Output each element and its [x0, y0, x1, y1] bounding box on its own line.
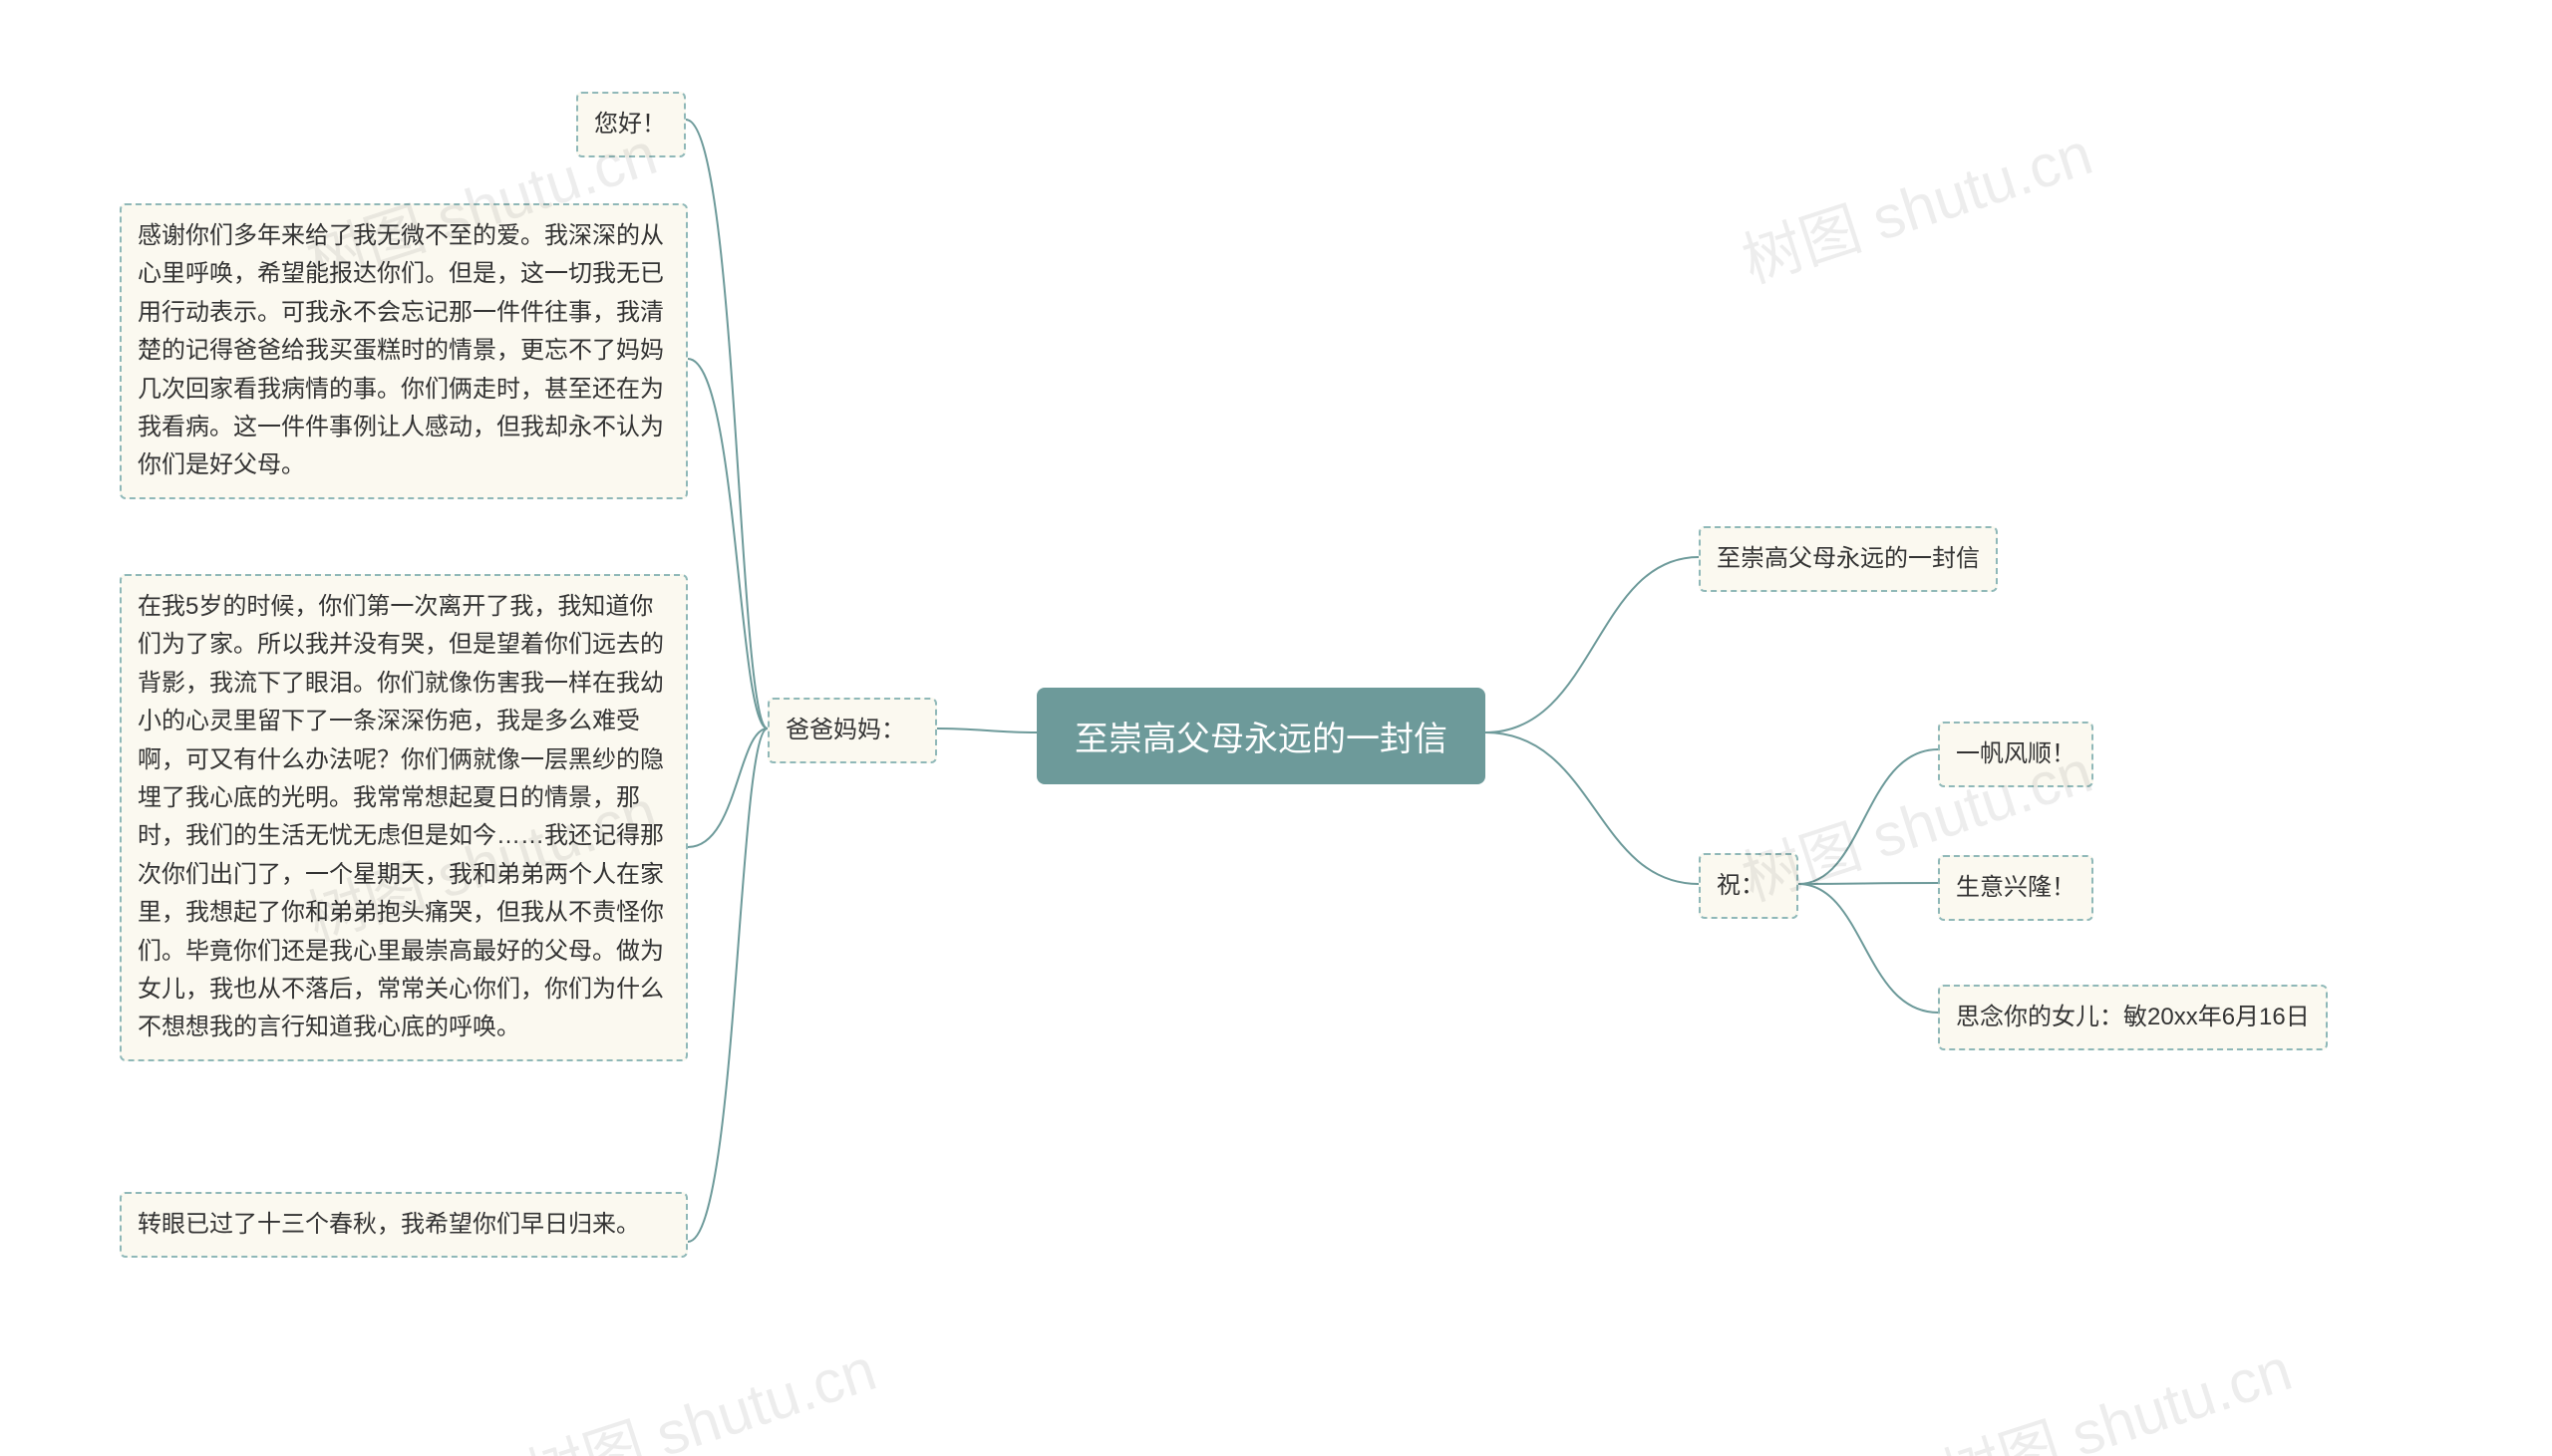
left-child-0-text: 您好！ [594, 111, 666, 138]
watermark: 树图 shutu.cn [1929, 1321, 2301, 1456]
right-branch-1[interactable]: 祝： [1699, 853, 1798, 919]
left-child-3-text: 转眼已过了十三个春秋，我希望你们早日归来。 [138, 1211, 640, 1238]
right-child-1-text: 生意兴隆！ [1956, 874, 2075, 901]
right-branch-0[interactable]: 至崇高父母永远的一封信 [1699, 526, 1998, 592]
watermark: 树图 shutu.cn [513, 1321, 885, 1456]
left-child-1[interactable]: 感谢你们多年来给了我无微不至的爱。我深深的从心里呼唤，希望能报达你们。但是，这一… [120, 203, 688, 499]
right-child-0-text: 一帆风顺！ [1956, 740, 2075, 767]
left-branch-label: 爸爸妈妈： [786, 717, 905, 743]
right-child-0[interactable]: 一帆风顺！ [1938, 722, 2093, 787]
left-branch-node[interactable]: 爸爸妈妈： [768, 698, 937, 763]
root-node[interactable]: 至崇高父母永远的一封信 [1037, 688, 1485, 784]
right-child-2[interactable]: 思念你的女儿：敏20xx年6月16日 [1938, 985, 2328, 1050]
right-branch-0-label: 至崇高父母永远的一封信 [1717, 545, 1980, 572]
root-label: 至崇高父母永远的一封信 [1075, 721, 1447, 758]
left-child-1-text: 感谢你们多年来给了我无微不至的爱。我深深的从心里呼唤，希望能报达你们。但是，这一… [138, 222, 664, 478]
left-child-3[interactable]: 转眼已过了十三个春秋，我希望你们早日归来。 [120, 1192, 688, 1258]
watermark: 树图 shutu.cn [1730, 106, 2101, 300]
right-child-1[interactable]: 生意兴隆！ [1938, 855, 2093, 921]
right-branch-1-label: 祝： [1717, 872, 1764, 899]
right-child-2-text: 思念你的女儿：敏20xx年6月16日 [1956, 1004, 2310, 1030]
left-child-2[interactable]: 在我5岁的时候，你们第一次离开了我，我知道你们为了家。所以我并没有哭，但是望着你… [120, 574, 688, 1061]
left-child-2-text: 在我5岁的时候，你们第一次离开了我，我知道你们为了家。所以我并没有哭，但是望着你… [138, 593, 664, 1040]
left-child-0[interactable]: 您好！ [576, 92, 686, 157]
